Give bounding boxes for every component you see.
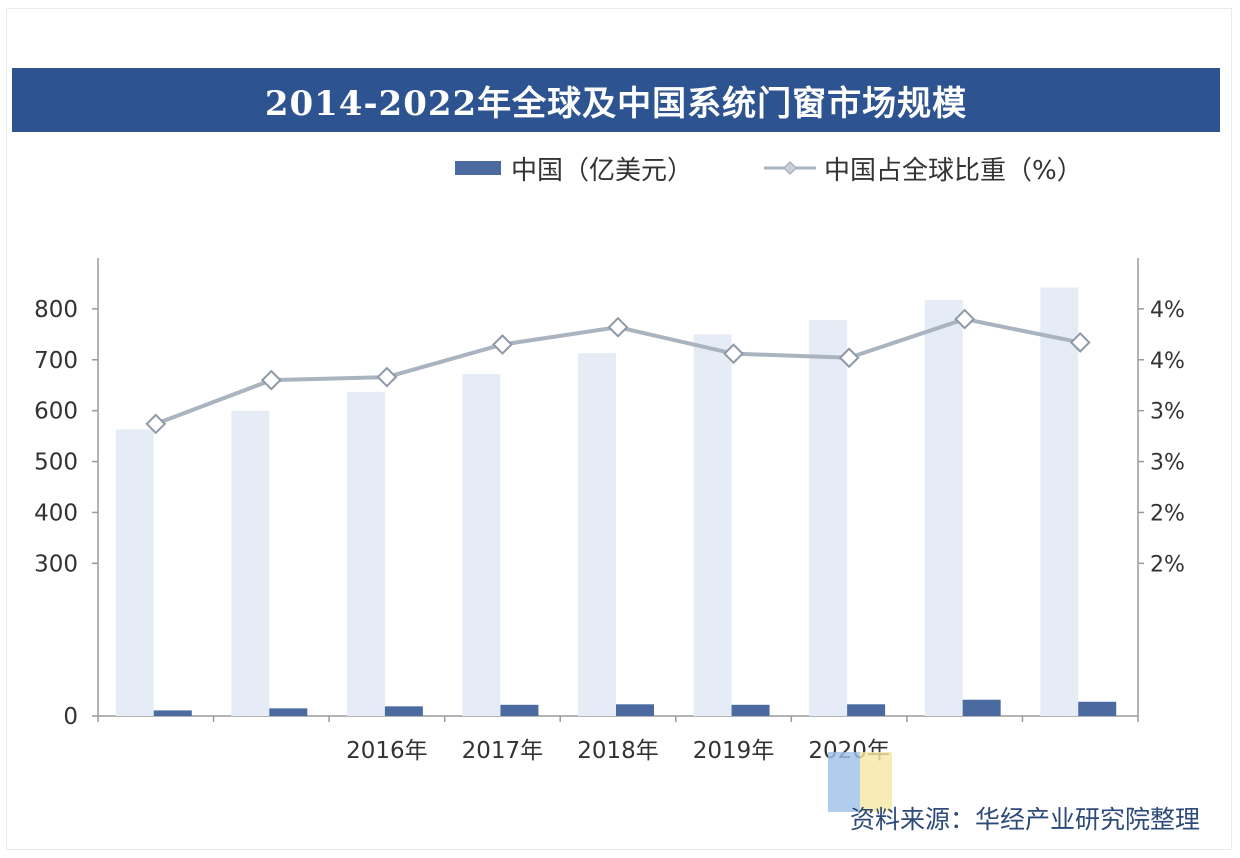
global-bar: [346, 391, 385, 716]
global-bar: [1040, 287, 1079, 716]
china-bar: [962, 699, 1001, 716]
left-tick-label: 500: [34, 450, 78, 476]
x-tick-label: 2016年: [346, 738, 428, 764]
share-point: [723, 343, 744, 365]
share-point: [838, 347, 860, 369]
share-point: [492, 334, 513, 355]
share-point: [1069, 332, 1091, 353]
logo-blue-block: [828, 752, 860, 812]
global-bar: [693, 334, 732, 716]
global-bar: [578, 353, 616, 716]
china-bar: [731, 704, 770, 716]
global-bar: [231, 410, 270, 716]
right-tick-label: 3%: [1150, 451, 1185, 476]
source-note: 资料来源：华经产业研究院整理: [849, 805, 1200, 834]
china-bar: [847, 704, 886, 716]
global-bar: [924, 299, 963, 716]
left-tick-label: 800: [34, 297, 78, 323]
left-tick-label: 700: [34, 348, 78, 374]
china-bar: [616, 704, 654, 716]
share-point: [145, 413, 167, 435]
left-tick-label: 400: [34, 500, 78, 526]
legend-bar: 中国（亿美元）: [455, 148, 693, 188]
right-tick-label: 3%: [1150, 400, 1185, 425]
chart-title: 2014-2022年全球及中国系统门窗市场规模: [264, 83, 968, 124]
logo-yellow-block: [860, 752, 892, 812]
left-tick-label: 0: [63, 704, 78, 730]
china-bar: [269, 708, 308, 716]
china-bar: [153, 710, 192, 716]
title-bar: 2014-2022年全球及中国系统门窗市场规模: [12, 68, 1220, 132]
right-tick-label: 2%: [1150, 501, 1185, 526]
legend-bar-label: 中国（亿美元）: [511, 155, 694, 186]
right-tick-label: 4%: [1150, 349, 1185, 374]
left-tick-label: 600: [34, 399, 78, 425]
legend-bar-swatch: [455, 161, 501, 175]
share-point: [376, 366, 398, 388]
share-point: [954, 308, 976, 330]
china-bar: [384, 706, 423, 716]
legend-line: 中国占全球比重（%）: [762, 148, 1083, 188]
right-tick-label: 2%: [1150, 552, 1185, 577]
share-point: [260, 369, 282, 391]
left-tick-label: 300: [34, 551, 78, 577]
global-bar: [115, 429, 154, 716]
global-bar: [809, 320, 848, 716]
china-bar: [500, 704, 539, 716]
global-bar: [462, 374, 501, 716]
share-point: [607, 316, 629, 338]
x-tick-label: 2018年: [577, 738, 659, 764]
legend-line-label: 中国占全球比重（%）: [824, 155, 1083, 186]
legend-line-swatch: [764, 160, 816, 176]
x-tick-label: 2017年: [462, 738, 544, 764]
right-tick-label: 4%: [1150, 298, 1185, 323]
china-bar: [1078, 701, 1117, 716]
x-tick-label: 2019年: [693, 738, 775, 764]
